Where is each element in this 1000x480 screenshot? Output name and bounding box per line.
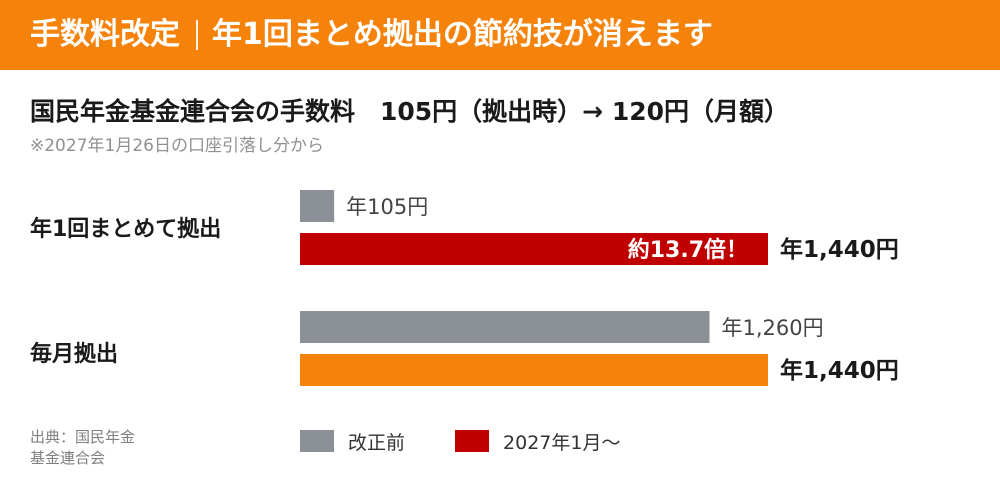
legend-swatch-before (300, 430, 334, 452)
source-note: 出典：国民年金 基金連合会 (30, 427, 135, 469)
bar-annual-before (300, 190, 335, 222)
legend-item-after: 2027年1月〜 (455, 428, 620, 455)
data-label-monthly-before: 年1,260円 (722, 316, 824, 340)
header-banner: 手数料改定 年1回まとめ拠出の節約技が消えます (0, 0, 1000, 70)
category-label-monthly: 毎月拠出 (30, 342, 119, 367)
header-title-left: 手数料改定 (30, 17, 180, 52)
legend-label-before: 改正前 (348, 431, 406, 454)
bar-annual-after (300, 233, 768, 265)
legend-label-after: 2027年1月〜 (503, 431, 621, 454)
legend: 改正前 2027年1月〜 (300, 428, 670, 454)
bar-monthly-before (300, 311, 710, 343)
effective-date-note: ※2027年1月26日の口座引落し分から (30, 136, 324, 156)
legend-swatch-after (455, 430, 490, 452)
chart-subtitle: 国民年金基金連合会の手数料 105円（拠出時）→ 120円（月額） (30, 97, 790, 126)
annotation-multiplier: 約13.7倍！ (628, 237, 748, 263)
bar-monthly-after (300, 354, 768, 386)
data-label-monthly-after: 年1,440円 (780, 357, 899, 384)
data-label-annual-before: 年105円 (346, 195, 428, 219)
legend-item-before: 改正前 (300, 428, 405, 455)
header-divider (196, 20, 198, 50)
data-label-annual-after: 年1,440円 (780, 236, 899, 263)
source-line-1: 出典：国民年金 (30, 428, 136, 446)
header-title-right: 年1回まとめ拠出の節約技が消えます (212, 17, 713, 52)
category-label-annual: 年1回まとめて拠出 (30, 217, 222, 242)
source-line-2: 基金連合会 (30, 449, 106, 467)
